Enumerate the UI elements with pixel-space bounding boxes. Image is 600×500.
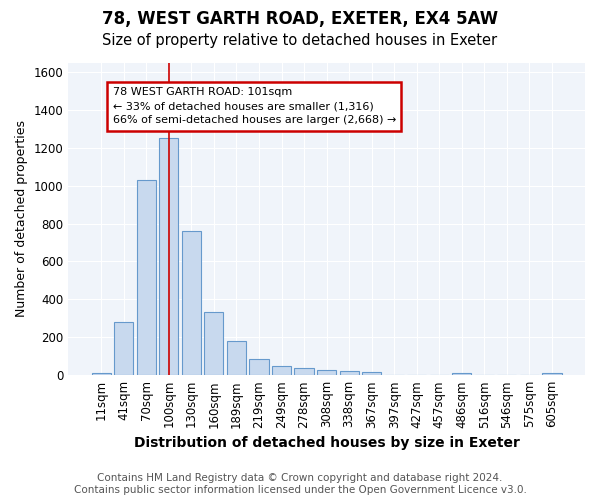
Text: Contains HM Land Registry data © Crown copyright and database right 2024.
Contai: Contains HM Land Registry data © Crown c… bbox=[74, 474, 526, 495]
Text: Size of property relative to detached houses in Exeter: Size of property relative to detached ho… bbox=[103, 32, 497, 48]
Bar bbox=[542, 372, 562, 375]
Bar bbox=[317, 370, 336, 375]
Bar bbox=[92, 374, 111, 375]
Text: 78, WEST GARTH ROAD, EXETER, EX4 5AW: 78, WEST GARTH ROAD, EXETER, EX4 5AW bbox=[102, 10, 498, 28]
Bar bbox=[295, 368, 314, 375]
Text: 78 WEST GARTH ROAD: 101sqm
← 33% of detached houses are smaller (1,316)
66% of s: 78 WEST GARTH ROAD: 101sqm ← 33% of deta… bbox=[113, 87, 396, 125]
Bar bbox=[250, 359, 269, 375]
Y-axis label: Number of detached properties: Number of detached properties bbox=[15, 120, 28, 318]
Bar bbox=[272, 366, 291, 375]
Bar bbox=[340, 372, 359, 375]
Bar bbox=[114, 322, 133, 375]
X-axis label: Distribution of detached houses by size in Exeter: Distribution of detached houses by size … bbox=[134, 436, 520, 450]
Bar bbox=[205, 312, 223, 375]
Bar bbox=[362, 372, 381, 375]
Bar bbox=[227, 341, 246, 375]
Bar bbox=[159, 138, 178, 375]
Bar bbox=[182, 231, 201, 375]
Bar bbox=[452, 372, 472, 375]
Bar bbox=[137, 180, 156, 375]
